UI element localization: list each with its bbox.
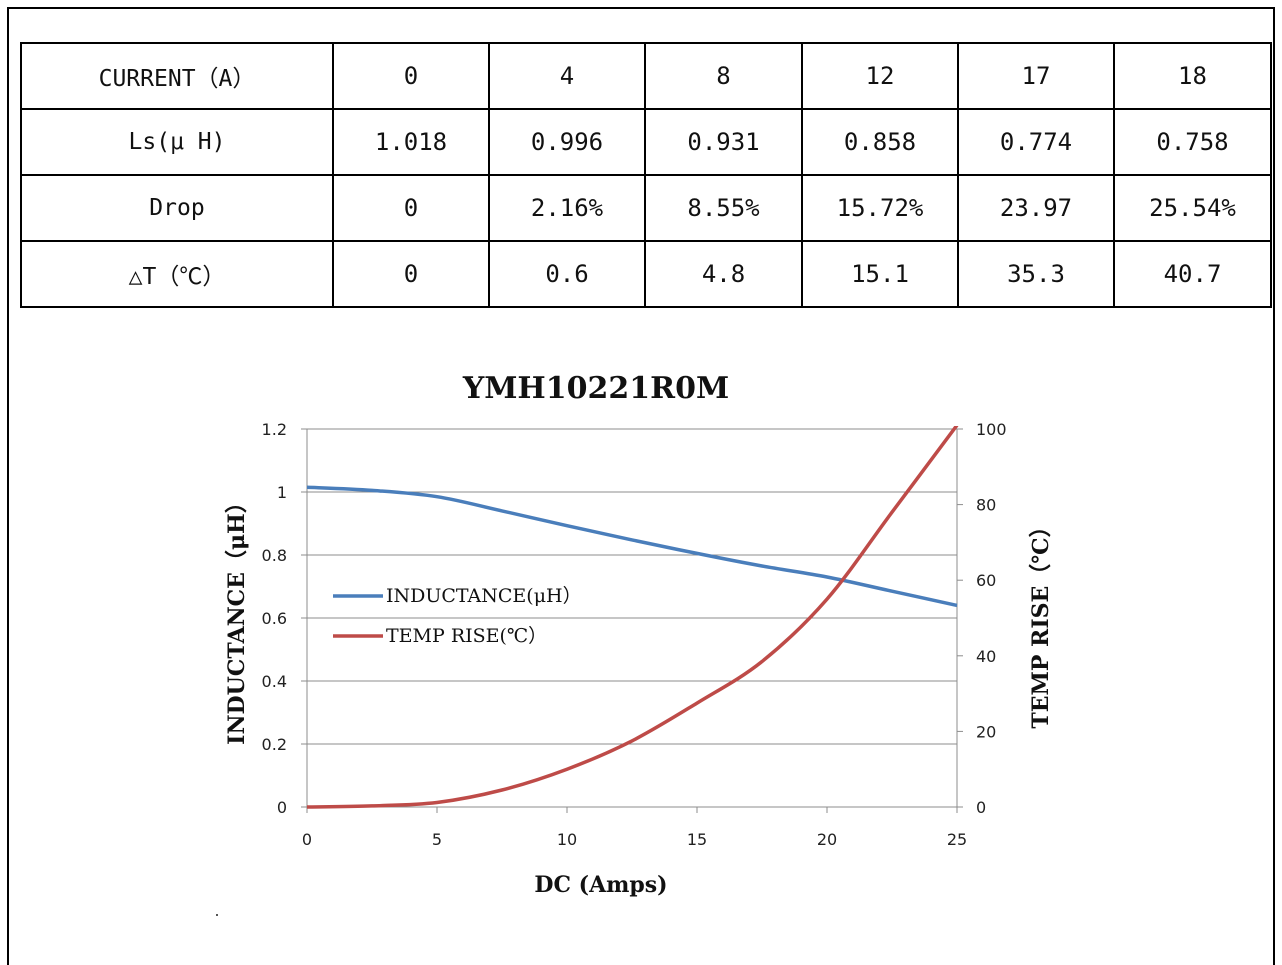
grid-lines (307, 428, 957, 745)
table-cell: 15.1 (801, 240, 959, 308)
page-frame (7, 7, 1275, 965)
table-cell: 35.3 (957, 240, 1115, 308)
table-cell: 25.54% (1113, 174, 1272, 242)
legend-label: INDUCTANCE(μH） (386, 585, 582, 607)
series-line-inductance (307, 485, 958, 608)
table-cell: 0 (332, 42, 490, 110)
table-cell: 0.931 (644, 108, 803, 176)
table-row: Ls(μ H) 1.018 0.996 0.931 0.858 0.774 0.… (20, 108, 1272, 176)
table-cell: 0.774 (957, 108, 1115, 176)
y-right-tick-label: 80 (976, 496, 996, 515)
y-left-tick-label: 0.2 (262, 735, 287, 754)
measurement-table: CURRENT（A） 0 4 8 12 17 18 Ls(μ H) 1.018 … (20, 42, 1272, 308)
y-right-tick-label: 40 (976, 647, 996, 666)
y-left-tick-label: 0 (277, 798, 287, 817)
table-cell: 0.858 (801, 108, 959, 176)
table-cell: 0.758 (1113, 108, 1272, 176)
table-cell: 1.018 (332, 108, 490, 176)
legend-label: TEMP RISE(℃） (386, 625, 547, 647)
stray-mark (216, 914, 218, 916)
x-tick-label: 10 (557, 830, 577, 849)
y-left-tick-label: 0.4 (262, 672, 287, 691)
table-cell: 0.6 (488, 240, 646, 308)
y-axis-label-right: TEMP RISE（℃） (1028, 515, 1054, 728)
axes: 0 0.2 0.4 0.6 0.8 1 1.2 0 20 40 60 80 100 0 5 10 15 20 25 (262, 420, 1007, 849)
table-cell: 0.996 (488, 108, 646, 176)
table-row: Drop 0 2.16% 8.55% 15.72% 23.97 25.54% (20, 174, 1272, 242)
row-label: △T（℃） (20, 240, 334, 308)
table-cell: 4 (488, 42, 646, 110)
series-line-temp-rise (307, 426, 959, 809)
y-axis-label-left: INDUCTANCE（μH） (224, 491, 250, 745)
y-left-tick-label: 0.8 (262, 546, 287, 565)
table-cell: 15.72% (801, 174, 959, 242)
row-label: Drop (20, 174, 334, 242)
table-cell: 8 (644, 42, 803, 110)
y-left-tick-label: 1 (277, 483, 287, 502)
x-tick-label: 0 (302, 830, 312, 849)
row-label: CURRENT（A） (20, 42, 334, 110)
table-cell: 23.97 (957, 174, 1115, 242)
table-cell: 4.8 (644, 240, 803, 308)
x-tick-label: 20 (817, 830, 837, 849)
table-cell: 18 (1113, 42, 1272, 110)
table-cell: 17 (957, 42, 1115, 110)
y-right-tick-label: 100 (976, 420, 1007, 439)
table-cell: 2.16% (488, 174, 646, 242)
y-right-tick-label: 0 (976, 798, 986, 817)
x-tick-label: 15 (687, 830, 707, 849)
x-axis-label: DC (Amps) (534, 872, 667, 898)
y-left-tick-label: 0.6 (262, 609, 287, 628)
y-right-tick-label: 60 (976, 571, 996, 590)
x-tick-label: 5 (432, 830, 442, 849)
table-cell: 12 (801, 42, 959, 110)
dual-axis-line-chart: YMH10221R0M 0 0.2 0.4 0.6 0.8 1 1.2 0 20 40 60 80 10… (224, 371, 1054, 898)
row-label: Ls(μ H) (20, 108, 334, 176)
table-cell: 0 (332, 240, 490, 308)
table-cell: 40.7 (1113, 240, 1272, 308)
y-left-tick-label: 1.2 (262, 420, 287, 439)
legend: INDUCTANCE(μH） TEMP RISE(℃） (333, 585, 582, 647)
x-tick-label: 25 (947, 830, 967, 849)
table-cell: 8.55% (644, 174, 803, 242)
series-lines (307, 426, 959, 809)
table-row: CURRENT（A） 0 4 8 12 17 18 (20, 42, 1272, 110)
y-right-tick-label: 20 (976, 722, 996, 741)
table-row: △T（℃） 0 0.6 4.8 15.1 35.3 40.7 (20, 240, 1272, 308)
chart-title: YMH10221R0M (462, 371, 729, 406)
table-cell: 0 (332, 174, 490, 242)
